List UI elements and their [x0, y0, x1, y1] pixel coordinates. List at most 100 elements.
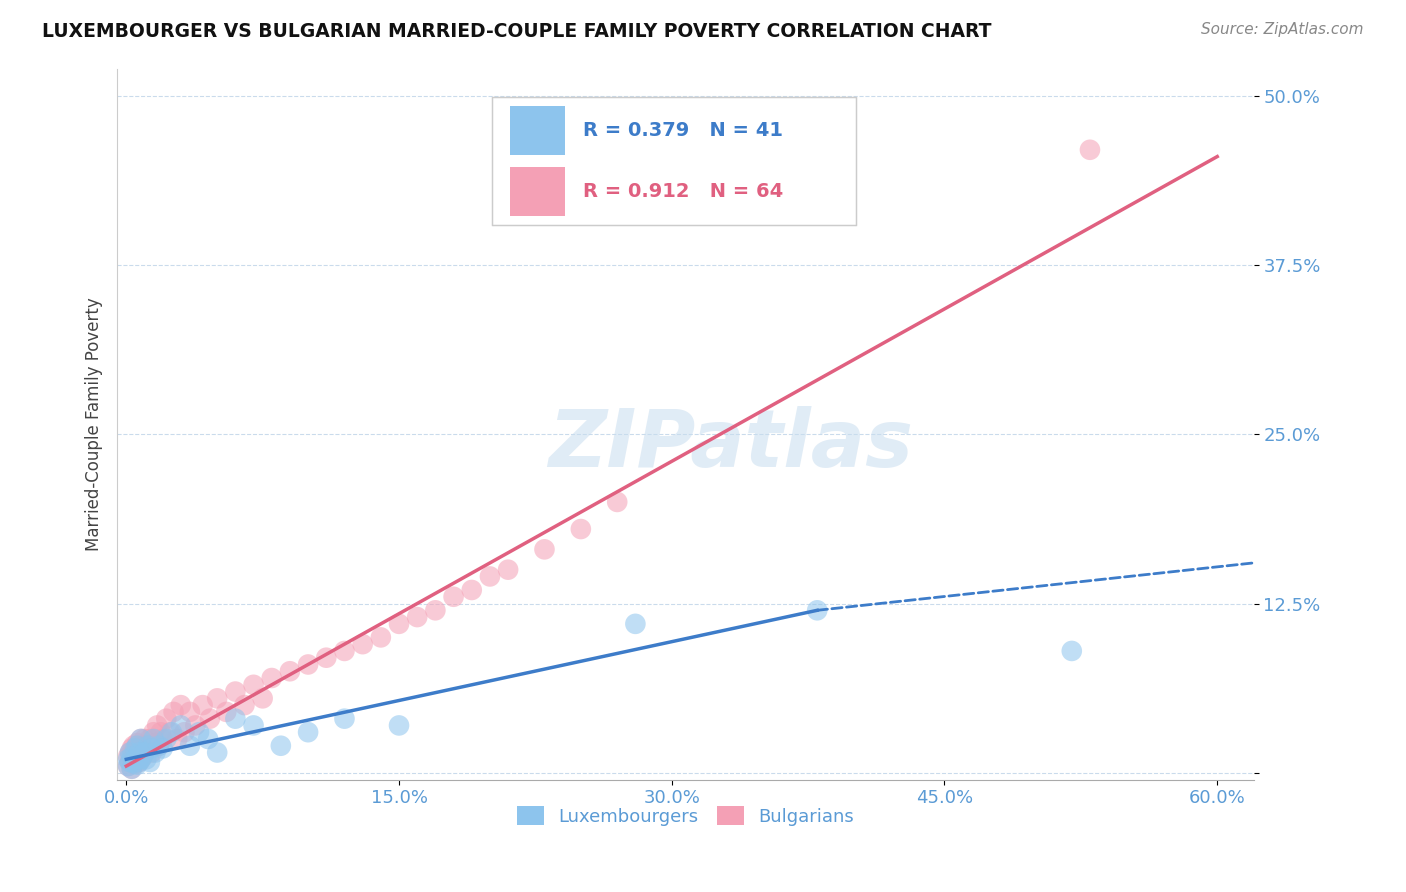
Point [252, 691, 274, 706]
Point [146, 718, 169, 732]
Point [478, 569, 501, 583]
Point [188, 725, 211, 739]
Point [128, 746, 150, 760]
Point [1078, 143, 1101, 157]
Point [128, 741, 150, 756]
Point [122, 752, 145, 766]
Text: Source: ZipAtlas.com: Source: ZipAtlas.com [1201, 22, 1364, 37]
Point [127, 757, 149, 772]
Point [162, 705, 184, 719]
Legend: Luxembourgers, Bulgarians: Luxembourgers, Bulgarians [508, 797, 863, 835]
Point [606, 495, 628, 509]
Point [117, 749, 139, 764]
Point [128, 755, 150, 769]
Point [128, 755, 150, 769]
Point [155, 712, 177, 726]
Point [131, 749, 153, 764]
Point [142, 725, 165, 739]
Point [425, 603, 447, 617]
Point [569, 522, 592, 536]
Point [117, 759, 139, 773]
Point [127, 736, 149, 750]
Point [315, 650, 337, 665]
Point [121, 741, 143, 756]
Point [197, 731, 219, 746]
Point [205, 746, 228, 760]
Point [124, 746, 146, 760]
Point [148, 739, 170, 753]
Point [142, 731, 165, 746]
Point [124, 756, 146, 771]
Point [117, 752, 139, 766]
Point [149, 725, 172, 739]
Point [139, 731, 162, 746]
Point [134, 746, 156, 760]
Point [624, 616, 647, 631]
Point [166, 731, 188, 746]
Point [129, 731, 152, 746]
Point [233, 698, 256, 712]
Point [152, 731, 174, 746]
Point [170, 718, 193, 732]
Point [297, 725, 319, 739]
Point [145, 746, 167, 760]
Point [388, 718, 411, 732]
Point [118, 755, 141, 769]
Point [224, 712, 246, 726]
Point [370, 631, 392, 645]
Point [184, 718, 207, 732]
Point [224, 684, 246, 698]
Point [129, 752, 152, 766]
Text: ZIPatlas: ZIPatlas [548, 407, 914, 484]
Point [118, 746, 141, 760]
Point [124, 752, 146, 766]
Point [533, 542, 555, 557]
Point [131, 739, 153, 753]
Point [198, 712, 221, 726]
Point [136, 739, 159, 753]
Point [121, 762, 143, 776]
Point [117, 759, 139, 773]
Point [170, 698, 193, 712]
Point [141, 741, 163, 756]
Point [134, 746, 156, 760]
Point [127, 749, 149, 764]
Point [173, 725, 195, 739]
Point [205, 691, 228, 706]
Point [121, 749, 143, 764]
Point [179, 739, 201, 753]
Point [136, 739, 159, 753]
Point [127, 739, 149, 753]
Point [388, 616, 411, 631]
Point [179, 705, 201, 719]
Point [242, 718, 264, 732]
Point [118, 755, 141, 769]
Point [134, 731, 156, 746]
Point [141, 746, 163, 760]
Point [135, 752, 157, 766]
Point [131, 749, 153, 764]
Point [461, 582, 484, 597]
Point [270, 739, 292, 753]
Point [118, 746, 141, 760]
Point [160, 725, 183, 739]
Point [122, 739, 145, 753]
Point [297, 657, 319, 672]
Point [152, 741, 174, 756]
Point [260, 671, 283, 685]
Point [129, 731, 152, 746]
Point [159, 725, 181, 739]
Point [135, 741, 157, 756]
Point [242, 678, 264, 692]
Point [352, 637, 374, 651]
Point [148, 739, 170, 753]
Point [333, 644, 356, 658]
Point [191, 698, 214, 712]
Point [406, 610, 429, 624]
Point [333, 712, 356, 726]
Y-axis label: Married-Couple Family Poverty: Married-Couple Family Poverty [86, 297, 103, 551]
Point [806, 603, 828, 617]
Text: LUXEMBOURGER VS BULGARIAN MARRIED-COUPLE FAMILY POVERTY CORRELATION CHART: LUXEMBOURGER VS BULGARIAN MARRIED-COUPLE… [42, 22, 991, 41]
Point [496, 563, 519, 577]
Point [155, 731, 177, 746]
